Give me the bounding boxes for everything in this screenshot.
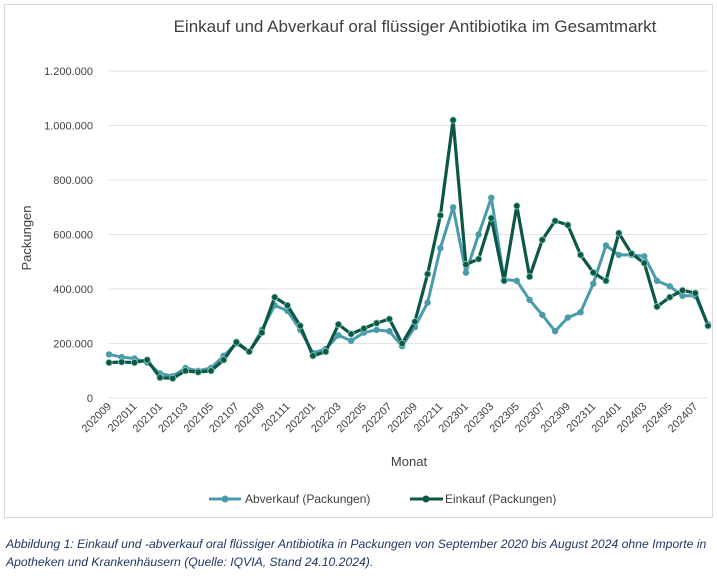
data-point: [372, 319, 381, 327]
data-point: [449, 116, 457, 124]
data-point: [436, 211, 444, 219]
y-tick-label: 600.000: [53, 230, 93, 242]
data-point: [551, 328, 559, 335]
data-point: [143, 356, 151, 364]
data-point: [627, 250, 636, 258]
series-layer: [105, 116, 712, 382]
data-point: [513, 277, 520, 284]
y-tick-label: 200.000: [53, 339, 93, 351]
data-point: [423, 270, 432, 278]
data-point: [475, 231, 482, 238]
data-point: [335, 332, 342, 339]
data-point: [181, 367, 190, 375]
data-point: [564, 314, 571, 321]
data-point: [385, 315, 393, 323]
data-point: [232, 338, 240, 346]
data-point: [334, 320, 342, 328]
data-point: [487, 214, 495, 222]
data-point: [296, 322, 304, 330]
y-tick-label: 1.200.000: [44, 66, 93, 78]
data-point: [245, 348, 253, 356]
chart-frame: Einkauf und Abverkauf oral flüssiger Ant…: [4, 4, 713, 518]
figure-caption: Abbildung 1: Einkauf und -abverkauf oral…: [6, 537, 707, 569]
data-point: [309, 352, 317, 360]
data-point: [615, 229, 623, 237]
series-line: [108, 196, 710, 378]
data-point: [526, 296, 533, 304]
data-point: [398, 339, 406, 348]
data-point: [207, 367, 215, 375]
data-point: [615, 251, 622, 259]
data-point: [513, 202, 521, 210]
data-point: [283, 301, 291, 309]
data-point: [539, 311, 546, 319]
gridlines: [109, 70, 708, 399]
data-point: [118, 353, 125, 361]
data-point: [462, 260, 470, 269]
series-line: [108, 118, 710, 380]
data-point: [347, 337, 355, 344]
chart-title: Einkauf und Abverkauf oral flüssiger Ant…: [174, 17, 657, 36]
legend-label-einkauf: Einkauf (Packungen): [445, 492, 556, 506]
data-point: [360, 324, 368, 333]
data-point: [258, 328, 266, 337]
data-point: [424, 299, 431, 306]
data-point: [105, 351, 113, 358]
data-point: [666, 283, 673, 290]
data-point: [130, 358, 139, 367]
data-point: [640, 259, 648, 267]
data-point: [449, 204, 457, 211]
data-point: [538, 236, 546, 244]
data-point: [576, 251, 585, 259]
data-point: [679, 292, 686, 299]
data-point: [437, 244, 444, 252]
x-axis-label: Monat: [391, 454, 428, 469]
data-point: [271, 293, 279, 301]
data-point: [602, 277, 610, 285]
series-abverkauf: [105, 194, 712, 380]
data-point: [386, 328, 393, 335]
data-point: [525, 273, 534, 281]
data-point: [666, 293, 674, 301]
y-tick-label: 0: [87, 393, 93, 405]
legend: Abverkauf (Packungen) Einkauf (Packungen…: [209, 492, 556, 506]
legend-label-abverkauf: Abverkauf (Packungen): [245, 492, 370, 506]
legend-marker-einkauf: [422, 495, 430, 503]
data-point: [411, 318, 419, 326]
legend-marker-abverkauf: [221, 495, 229, 503]
data-point: [474, 255, 483, 263]
data-point: [602, 242, 610, 249]
y-tick-label: 400.000: [53, 284, 93, 296]
data-point: [678, 286, 687, 294]
y-axis-label: Packungen: [19, 205, 34, 270]
data-point: [105, 358, 113, 367]
data-point: [488, 194, 495, 201]
x-axis-ticks: 2020092020112021012021032021052021072021…: [80, 401, 701, 435]
data-point: [653, 277, 661, 284]
data-point: [169, 374, 177, 382]
y-tick-label: 1.000.000: [44, 121, 93, 133]
data-point: [551, 217, 559, 225]
line-chart: Einkauf und Abverkauf oral flüssiger Ant…: [19, 17, 712, 506]
y-tick-label: 800.000: [53, 175, 93, 187]
data-point: [589, 268, 597, 277]
data-point: [691, 289, 699, 297]
data-point: [500, 277, 508, 285]
data-point: [322, 348, 330, 356]
data-point: [462, 269, 470, 276]
data-point: [156, 373, 164, 382]
data-point: [704, 322, 712, 330]
data-point: [577, 309, 584, 316]
y-axis-ticks: 0 200.000 400.000 600.000 800.000 1.000.000 1.…: [44, 66, 93, 405]
series-einkauf: [105, 116, 712, 382]
data-point: [220, 356, 228, 364]
data-point: [194, 368, 202, 376]
data-point: [373, 326, 380, 334]
data-point: [564, 221, 572, 229]
data-point: [653, 303, 661, 311]
data-point: [347, 330, 355, 338]
data-point: [641, 253, 648, 260]
data-point: [590, 280, 597, 287]
data-point: [118, 358, 126, 366]
